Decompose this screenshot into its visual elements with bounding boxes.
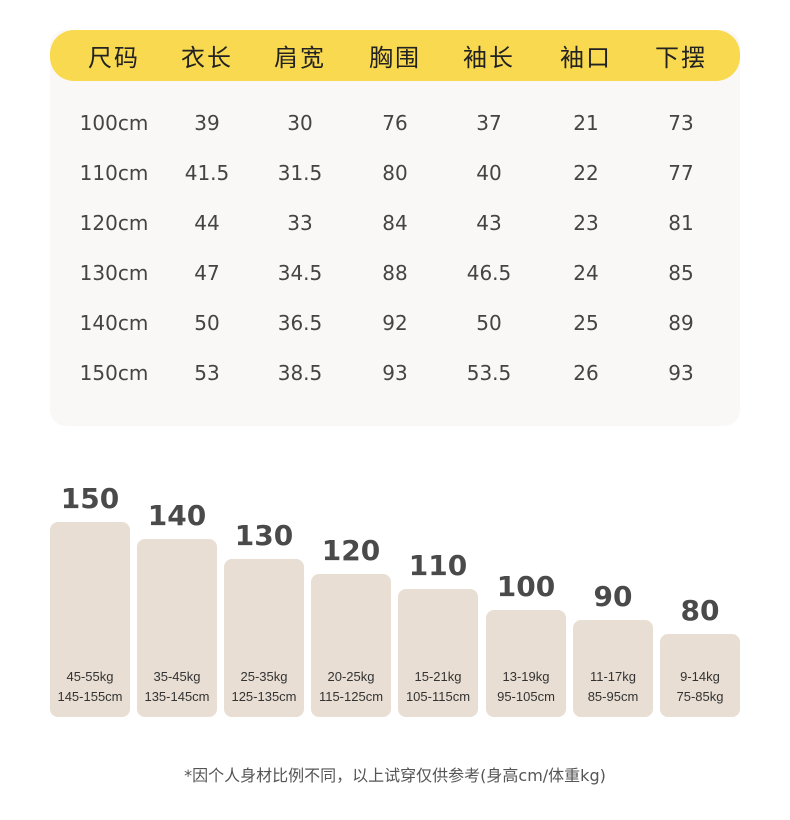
size-guide-bar: 20-25kg 115-125cm xyxy=(311,574,391,717)
table-cell: 44 xyxy=(194,211,220,235)
table-cell: 31.5 xyxy=(277,161,323,185)
height-range: 115-125cm xyxy=(318,689,384,704)
size-guide-label: 80 xyxy=(680,594,720,627)
height-range: 125-135cm xyxy=(231,689,297,704)
table-row-size: 130cm xyxy=(79,261,149,285)
size-guide-label: 140 xyxy=(147,499,207,532)
table-row-size: 140cm xyxy=(79,311,149,335)
table-header-cell: 袖口 xyxy=(560,44,612,72)
table-cell: 24 xyxy=(573,261,599,285)
weight-range: 15-21kg xyxy=(414,669,462,684)
table-cell: 50 xyxy=(476,311,502,335)
size-guide-label: 120 xyxy=(321,534,381,567)
table-cell: 21 xyxy=(573,111,599,135)
table-header-cell: 下摆 xyxy=(655,44,707,72)
table-cell: 89 xyxy=(668,311,694,335)
weight-range: 45-55kg xyxy=(66,669,114,684)
size-guide-range: 45-55kg 145-155cm xyxy=(50,667,130,707)
table-cell: 76 xyxy=(382,111,408,135)
weight-range: 35-45kg xyxy=(153,669,201,684)
size-guide-range: 20-25kg 115-125cm xyxy=(311,667,391,707)
table-row-size: 100cm xyxy=(79,111,149,135)
table-cell: 39 xyxy=(194,111,220,135)
table-cell: 22 xyxy=(573,161,599,185)
weight-range: 11-17kg xyxy=(589,669,636,684)
size-guide-range: 35-45kg 135-145cm xyxy=(137,667,217,707)
size-guide-bar: 25-35kg 125-135cm xyxy=(224,559,304,717)
height-range: 105-115cm xyxy=(405,689,471,704)
size-guide-bar: 35-45kg 135-145cm xyxy=(137,539,217,717)
height-range: 75-85kg xyxy=(676,689,724,704)
size-guide-label: 100 xyxy=(496,570,556,603)
size-guide-label: 90 xyxy=(593,580,633,613)
table-cell: 50 xyxy=(194,311,220,335)
table-header-cell: 袖长 xyxy=(463,44,515,72)
table-cell: 85 xyxy=(668,261,694,285)
table-row-size: 120cm xyxy=(79,211,149,235)
table-cell: 34.5 xyxy=(277,261,323,285)
table-cell: 88 xyxy=(382,261,408,285)
table-cell: 93 xyxy=(668,361,694,385)
size-guide-range: 9-14kg 75-85kg xyxy=(660,667,740,707)
weight-range: 13-19kg xyxy=(502,669,550,684)
table-cell: 53 xyxy=(194,361,220,385)
table-cell: 26 xyxy=(573,361,599,385)
table-cell: 40 xyxy=(476,161,502,185)
footnote: *因个人身材比例不同，以上试穿仅供参考(身高cm/体重kg) xyxy=(184,766,606,785)
size-guide-label: 130 xyxy=(234,519,294,552)
table-cell: 81 xyxy=(668,211,694,235)
weight-range: 9-14kg xyxy=(680,669,720,684)
height-range: 135-145cm xyxy=(144,689,210,704)
table-cell: 92 xyxy=(382,311,408,335)
size-guide-range: 15-21kg 105-115cm xyxy=(398,667,478,707)
table-header-cell: 胸围 xyxy=(369,44,421,72)
table-cell: 47 xyxy=(194,261,220,285)
table-row-size: 150cm xyxy=(79,361,149,385)
size-guide-label: 150 xyxy=(60,482,120,515)
table-cell: 43 xyxy=(476,211,502,235)
size-guide-range: 25-35kg 125-135cm xyxy=(224,667,304,707)
size-guide-bar: 45-55kg 145-155cm xyxy=(50,522,130,717)
table-cell: 36.5 xyxy=(277,311,323,335)
size-guide-bar: 9-14kg 75-85kg xyxy=(660,634,740,717)
size-guide-range: 11-17kg 85-95cm xyxy=(573,667,653,707)
size-guide-range: 13-19kg 95-105cm xyxy=(486,667,566,707)
size-guide-bar: 15-21kg 105-115cm xyxy=(398,589,478,717)
size-guide-label: 110 xyxy=(408,549,468,582)
table-cell: 46.5 xyxy=(466,261,512,285)
table-cell: 33 xyxy=(287,211,313,235)
size-guide-bar: 13-19kg 95-105cm xyxy=(486,610,566,717)
size-guide-bar: 11-17kg 85-95cm xyxy=(573,620,653,717)
table-header-cell: 尺码 xyxy=(88,44,140,72)
table-header-cell: 肩宽 xyxy=(274,44,326,72)
table-cell: 53.5 xyxy=(466,361,512,385)
table-row-size: 110cm xyxy=(79,161,149,185)
table-cell: 23 xyxy=(573,211,599,235)
table-cell: 38.5 xyxy=(277,361,323,385)
table-cell: 30 xyxy=(287,111,313,135)
table-cell: 37 xyxy=(476,111,502,135)
height-range: 85-95cm xyxy=(587,689,639,704)
weight-range: 25-35kg xyxy=(240,669,288,684)
table-cell: 80 xyxy=(382,161,408,185)
size-table-card xyxy=(50,30,740,426)
table-cell: 25 xyxy=(573,311,599,335)
table-cell: 84 xyxy=(382,211,408,235)
size-table-header xyxy=(50,30,740,81)
weight-range: 20-25kg xyxy=(327,669,375,684)
height-range: 145-155cm xyxy=(57,689,123,704)
table-cell: 93 xyxy=(382,361,408,385)
table-header-cell: 衣长 xyxy=(181,44,233,72)
table-cell: 41.5 xyxy=(184,161,230,185)
table-cell: 77 xyxy=(668,161,694,185)
table-cell: 73 xyxy=(668,111,694,135)
height-range: 95-105cm xyxy=(497,689,555,704)
